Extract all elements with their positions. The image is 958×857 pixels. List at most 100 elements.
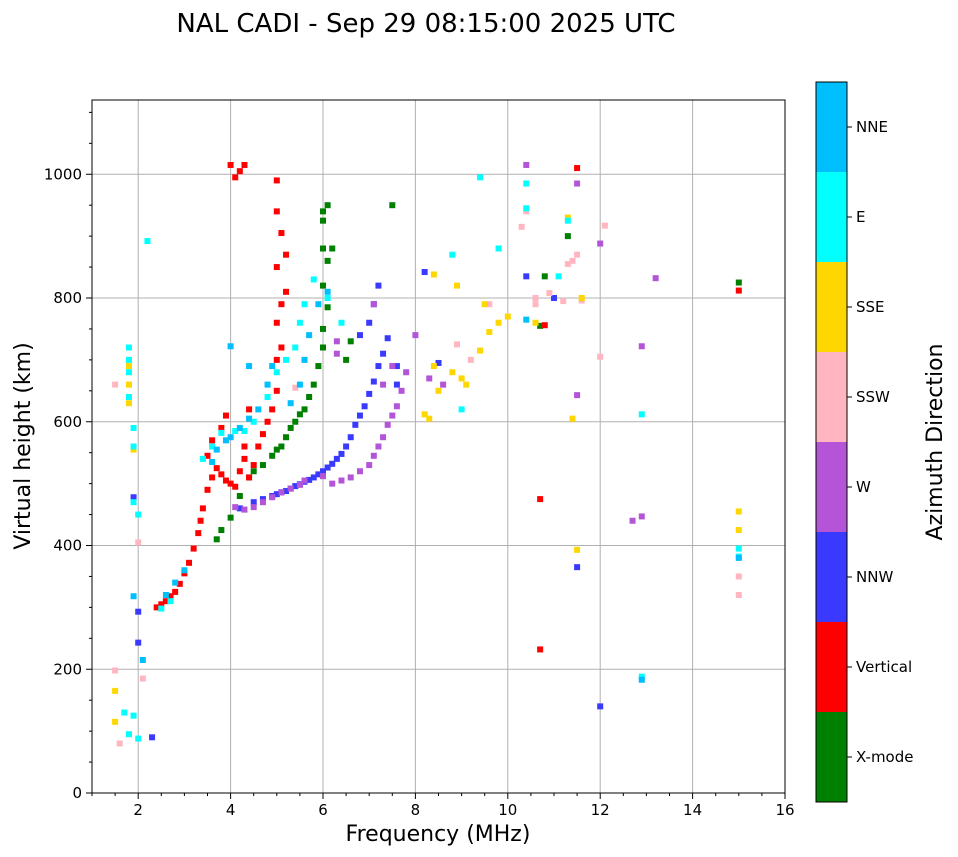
data-point xyxy=(259,462,266,469)
y-tick-label: 400 xyxy=(53,537,82,555)
data-point xyxy=(652,275,659,282)
azimuth-colorbar: X-mode Vertical NNW W SSW SSE E NNE xyxy=(815,81,913,803)
data-point xyxy=(130,499,137,506)
data-point xyxy=(347,474,354,481)
data-point xyxy=(574,165,581,172)
data-point xyxy=(218,424,225,431)
data-point xyxy=(329,245,336,252)
data-point xyxy=(306,332,313,339)
data-point xyxy=(735,554,742,561)
data-point xyxy=(320,245,326,252)
colorbar-label-vertical: Vertical xyxy=(856,658,912,676)
data-point xyxy=(735,573,742,580)
data-point xyxy=(569,415,576,422)
data-point xyxy=(278,489,285,496)
data-point xyxy=(264,418,271,425)
data-point xyxy=(384,421,391,428)
data-point xyxy=(222,412,229,419)
data-point xyxy=(370,378,377,385)
data-point xyxy=(144,238,151,245)
data-point xyxy=(301,301,308,308)
data-point xyxy=(236,505,243,512)
data-point xyxy=(495,319,502,326)
data-point xyxy=(320,282,326,289)
colorbar-segment xyxy=(816,622,847,712)
data-point xyxy=(139,656,146,663)
data-point xyxy=(638,513,645,520)
x-tick-label: 4 xyxy=(226,801,236,819)
x-tick-label: 6 xyxy=(318,801,328,819)
data-point xyxy=(735,592,742,598)
x-axis-label: Frequency (MHz) xyxy=(346,822,531,847)
data-point xyxy=(195,530,202,537)
data-point xyxy=(412,332,419,339)
data-point xyxy=(246,363,253,370)
data-point xyxy=(356,412,363,419)
data-point xyxy=(172,579,179,586)
data-point xyxy=(209,474,216,481)
data-point xyxy=(246,474,253,481)
data-point xyxy=(555,273,562,280)
data-point xyxy=(153,604,160,611)
data-point xyxy=(564,214,571,221)
data-point xyxy=(213,465,220,472)
data-point xyxy=(523,273,530,280)
data-point xyxy=(375,363,382,370)
data-point xyxy=(453,341,460,348)
data-point xyxy=(523,161,530,168)
data-point xyxy=(393,363,400,370)
data-point xyxy=(130,424,137,431)
y-tick-label: 0 xyxy=(72,784,82,802)
data-point xyxy=(292,384,299,391)
data-point xyxy=(435,359,442,366)
data-point xyxy=(426,415,433,422)
data-point xyxy=(523,180,530,187)
data-point xyxy=(273,369,280,376)
data-point xyxy=(564,233,571,240)
data-point xyxy=(435,387,442,394)
data-point xyxy=(310,474,317,481)
data-point xyxy=(283,251,290,258)
data-point xyxy=(241,443,248,450)
data-point xyxy=(532,295,539,301)
series-vertical xyxy=(153,161,742,653)
data-point xyxy=(232,428,239,435)
chart-title: NAL CADI - Sep 29 08:15:00 2025 UTC xyxy=(176,9,675,39)
data-point xyxy=(366,319,373,326)
data-point xyxy=(380,381,387,388)
data-point xyxy=(638,676,645,683)
data-point xyxy=(301,406,308,413)
plot-frame xyxy=(91,99,786,794)
colorbar-segment xyxy=(816,712,847,802)
x-tick-label: 14 xyxy=(683,801,702,819)
data-point xyxy=(283,488,290,495)
data-point xyxy=(347,338,354,345)
data-point xyxy=(477,174,484,181)
colorbar-segment xyxy=(816,532,847,622)
data-point xyxy=(421,411,428,418)
data-point xyxy=(130,712,137,719)
data-point xyxy=(112,667,119,674)
colorbar-label-w: W xyxy=(856,478,871,496)
data-point xyxy=(269,406,276,413)
data-point xyxy=(250,468,257,475)
data-point xyxy=(296,411,303,418)
colorbar-label-sse: SSE xyxy=(856,298,885,316)
data-point xyxy=(310,381,317,388)
data-point xyxy=(324,288,331,295)
data-point xyxy=(278,230,285,237)
data-point xyxy=(218,429,225,436)
data-point xyxy=(361,403,368,410)
data-point xyxy=(389,412,396,419)
data-point xyxy=(112,687,119,694)
data-point xyxy=(218,527,225,534)
data-point xyxy=(481,301,488,308)
data-point xyxy=(241,506,248,513)
data-point xyxy=(287,424,294,431)
data-point xyxy=(338,450,345,457)
data-point xyxy=(236,468,243,475)
data-point xyxy=(574,564,581,571)
colorbar-segment xyxy=(816,352,847,442)
data-point xyxy=(246,415,253,422)
